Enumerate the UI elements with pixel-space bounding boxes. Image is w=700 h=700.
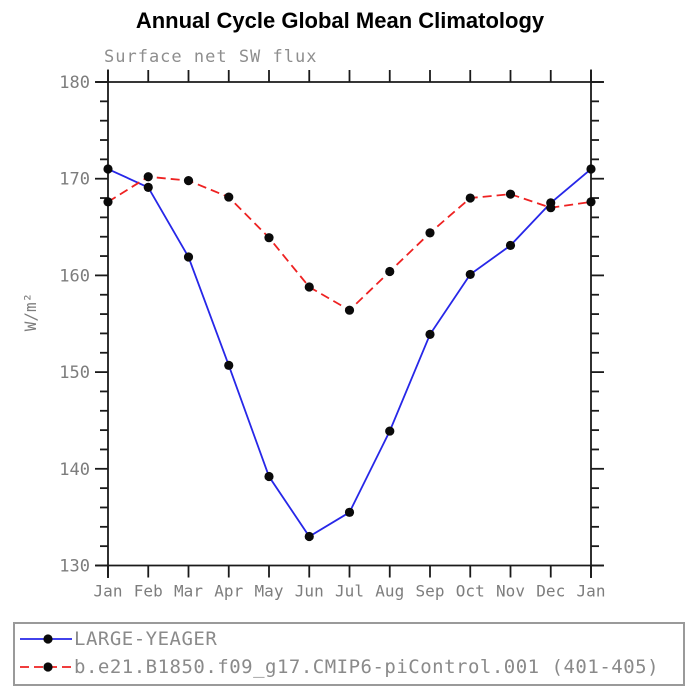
annual-cycle-plot: Jan Feb Mar Apr May Jun Jul Aug Sep Oct Nov Dec Jan1…: [21, 69, 606, 601]
data-point-series-1: [183, 176, 194, 186]
chart-subtitle: Surface net SW flux: [104, 47, 318, 67]
solid-line-sample-icon: [20, 634, 72, 644]
series-line-0: [107, 168, 592, 538]
x-axis-tick-label: Nov: [496, 582, 525, 601]
data-point-series-1: [465, 193, 475, 203]
y-axis-tick-label: 150: [59, 363, 90, 383]
y-axis-tick-label: 180: [59, 73, 90, 93]
data-point-series-1: [304, 282, 314, 292]
data-point-series-0: [344, 507, 355, 517]
data-point-series-1: [586, 197, 596, 207]
x-axis-tick-label: Feb: [134, 582, 163, 601]
x-axis-tick-label: Apr: [214, 582, 243, 601]
x-axis-tick-label: Jul: [335, 582, 364, 601]
data-point-series-0: [264, 471, 274, 482]
x-axis-tick-label: Aug: [375, 582, 404, 601]
legend-marker-dot: [43, 634, 53, 644]
x-axis-tick-label: Dec: [536, 582, 565, 601]
data-point-series-0: [103, 164, 113, 174]
x-axis-tick-label: Sep: [416, 582, 445, 601]
data-point-series-1: [546, 203, 556, 213]
chart-title: Annual Cycle Global Mean Climatology: [135, 8, 545, 33]
data-point-series-1: [143, 172, 153, 182]
data-point-series-0: [143, 182, 153, 193]
dashed-line-sample-icon: [20, 662, 72, 672]
data-point-series-1: [103, 197, 113, 207]
data-point-series-0: [465, 269, 475, 280]
data-point-series-0: [183, 252, 194, 262]
legend-box: LARGE-YEAGER b.e21.B1850.f09_g17.CMIP6-p…: [13, 622, 685, 686]
data-point-series-1: [344, 305, 355, 315]
legend-label-large-yeager: LARGE-YEAGER: [74, 628, 218, 650]
y-axis-tick-label: 160: [59, 266, 90, 286]
data-point-series-0: [425, 329, 435, 339]
x-axis-tick-label: Jan: [94, 582, 123, 601]
data-point-series-1: [264, 233, 274, 243]
data-point-series-0: [385, 426, 395, 436]
x-axis-tick-label: May: [255, 582, 284, 601]
x-axis-tick-label: Jan: [577, 582, 606, 601]
legend-row-picontrol: b.e21.B1850.f09_g17.CMIP6-piControl.001 …: [18, 653, 659, 681]
x-axis-tick-label: Jun: [295, 582, 324, 601]
y-axis-tick-label: 170: [59, 170, 90, 190]
data-point-series-0: [224, 360, 234, 370]
data-point-series-0: [586, 164, 596, 174]
x-axis-tick-label: Oct: [456, 582, 485, 601]
legend-row-large-yeager: LARGE-YEAGER: [18, 625, 217, 653]
data-point-series-1: [385, 266, 395, 277]
data-point-series-1: [224, 192, 234, 202]
data-point-series-1: [505, 189, 516, 199]
data-point-series-0: [304, 531, 314, 542]
y-axis-tick-label: 140: [59, 460, 90, 480]
legend-marker-dot: [43, 662, 53, 672]
x-axis-tick-label: Mar: [174, 582, 203, 601]
data-point-series-1: [425, 228, 435, 238]
legend-label-picontrol: b.e21.B1850.f09_g17.CMIP6-piControl.001 …: [74, 656, 660, 678]
data-point-series-0: [505, 240, 516, 251]
y-axis-tick-label: 130: [59, 557, 90, 577]
y-axis-title: W/m²: [21, 293, 40, 332]
